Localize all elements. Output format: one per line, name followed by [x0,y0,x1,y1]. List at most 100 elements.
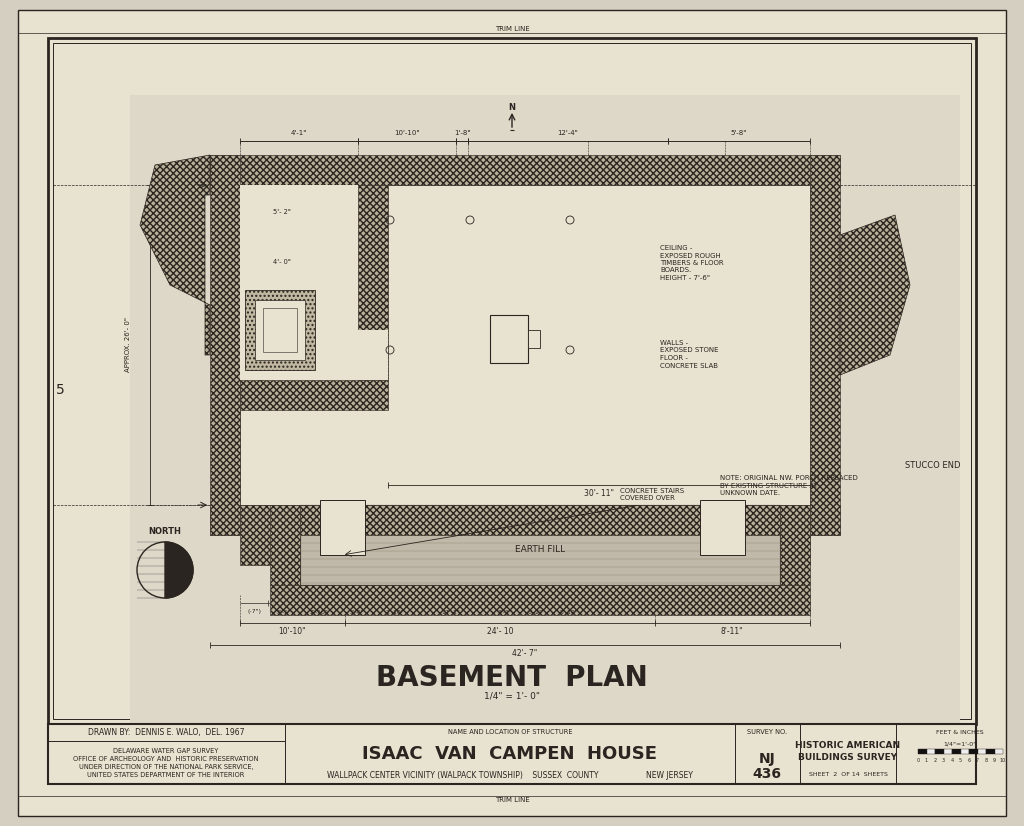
Text: 1'-8": 1'-8" [454,130,470,136]
Bar [994,749,1002,754]
Text: 5: 5 [958,758,963,763]
Text: N: N [509,103,515,112]
Text: BASEMENT  PLAN: BASEMENT PLAN [376,664,648,692]
Text: 30'- 11": 30'- 11" [584,488,614,497]
Text: 5'- 2": 5'- 2" [273,209,291,215]
Text: 5: 5 [55,383,65,397]
Text: SHEET  2  OF 14  SHEETS: SHEET 2 OF 14 SHEETS [809,771,888,776]
Text: (-7"): (-7") [247,610,261,615]
Text: EARTH FILL: EARTH FILL [515,545,565,554]
Text: BUILDINGS SURVEY: BUILDINGS SURVEY [799,752,898,762]
Text: CEILING -
EXPOSED ROUGH
TIMBERS & FLOOR
BOARDS.
HEIGHT - 7'-6": CEILING - EXPOSED ROUGH TIMBERS & FLOOR … [660,245,724,281]
Text: 10: 10 [999,758,1007,763]
Bar [263,308,297,352]
Text: OFFICE OF ARCHEOLOGY AND  HISTORIC PRESERVATION: OFFICE OF ARCHEOLOGY AND HISTORIC PRESER… [74,756,259,762]
Text: 8: 8 [984,758,987,763]
Bar [53,43,971,719]
Text: STUCCO END: STUCCO END [905,461,961,469]
Text: DELAWARE WATER GAP SURVEY: DELAWARE WATER GAP SURVEY [114,748,219,754]
Text: 5'-6": 5'-6" [349,610,365,615]
Bar [810,155,840,535]
Bar [210,155,240,535]
Text: 0: 0 [916,758,920,763]
Text: NAME AND LOCATION OF STRUCTURE: NAME AND LOCATION OF STRUCTURE [447,729,572,735]
Bar [270,505,300,585]
Text: 3: 3 [942,758,945,763]
Text: 8'- 7": 8'- 7" [273,329,291,335]
Bar [978,749,986,754]
Bar [358,330,388,380]
Text: 2: 2 [934,758,937,763]
Bar [130,95,961,735]
Text: 436: 436 [753,767,781,781]
Bar [943,749,952,754]
Bar [270,585,810,615]
Text: WALLPACK CENTER VICINITY (WALPACK TOWNSHIP)    SUSSEX  COUNTY                   : WALLPACK CENTER VICINITY (WALPACK TOWNSH… [327,771,693,780]
Text: TRIM LINE: TRIM LINE [495,26,529,32]
Bar [240,380,388,410]
Text: NOTE: ORIGINAL NW. PORCH REPLACED
BY EXISTING STRUCTURE AT
UNKNOWN DATE.: NOTE: ORIGINAL NW. PORCH REPLACED BY EXI… [720,475,858,496]
Bar [255,300,305,360]
Text: 3'-1": 3'-1" [498,610,512,615]
Text: 9: 9 [993,758,996,763]
Bar [986,749,994,754]
Bar [210,155,840,185]
Bar [48,38,976,724]
Text: 17'-1": 17'-1" [441,610,461,615]
Bar [319,500,365,555]
Text: UNITED STATES DEPARTMENT OF THE INTERIOR: UNITED STATES DEPARTMENT OF THE INTERIOR [87,772,245,778]
Text: HISTORIC AMERICAN: HISTORIC AMERICAN [796,742,900,751]
Text: TRIM LINE: TRIM LINE [495,797,529,803]
Text: 10'-10": 10'-10" [279,628,306,637]
Text: 2'-10": 2'-10" [309,610,329,615]
Text: 12'-4": 12'-4" [558,130,579,136]
Text: 6'-2": 6'-2" [527,610,543,615]
Text: UNDER DIRECTION OF THE NATIONAL PARK SERVICE,: UNDER DIRECTION OF THE NATIONAL PARK SER… [79,764,253,770]
Bar [358,185,388,380]
Text: 4: 4 [950,758,953,763]
Bar [961,749,969,754]
Text: ISAAC  VAN  CAMPEN  HOUSE: ISAAC VAN CAMPEN HOUSE [362,745,657,763]
Bar [240,505,300,565]
Text: 8'-11": 8'-11" [721,628,743,637]
Bar [927,749,935,754]
Text: 6: 6 [968,758,971,763]
Text: 1: 1 [925,758,928,763]
Bar [240,185,358,380]
Text: 24'- 10: 24'- 10 [486,628,513,637]
Text: CONCRETE STAIRS
COVERED OVER: CONCRETE STAIRS COVERED OVER [620,488,684,501]
Bar [969,749,978,754]
Text: 42'- 7": 42'- 7" [512,649,538,658]
Text: NJ: NJ [759,752,775,766]
Bar [780,505,810,565]
Text: 5'-1": 5'-1" [276,610,292,615]
Text: SURVEY NO.: SURVEY NO. [746,729,787,735]
Bar [952,749,961,754]
Bar [700,500,745,555]
Text: 7: 7 [976,758,979,763]
Bar [935,749,943,754]
Text: APPROX. 26'- 0": APPROX. 26'- 0" [125,317,131,373]
Bar [245,290,315,370]
Bar [780,505,810,585]
Text: 1/4" = 1'- 0": 1/4" = 1'- 0" [484,691,540,700]
Text: 10'-10": 10'-10" [394,130,420,136]
Bar [918,749,927,754]
Bar [528,330,540,348]
Text: FEET & INCHES: FEET & INCHES [936,729,984,734]
Text: WALLS -
EXPOSED STONE
FLOOR -
CONCRETE SLAB: WALLS - EXPOSED STONE FLOOR - CONCRETE S… [660,340,719,368]
Bar [490,315,528,363]
Bar [240,185,810,505]
Bar [300,505,780,585]
Polygon shape [165,542,193,598]
Text: 2'-10": 2'-10" [386,610,404,615]
Text: 5'-8": 5'-8" [731,130,748,136]
Text: 5'-10": 5'-10" [560,610,579,615]
Text: 1/4"=1'-0": 1/4"=1'-0" [943,742,977,747]
Polygon shape [840,215,910,375]
Polygon shape [140,155,210,355]
Text: DRAWN BY:  DENNIS E. WALO,  DEL. 1967: DRAWN BY: DENNIS E. WALO, DEL. 1967 [88,728,245,737]
Bar [48,724,976,784]
Bar [210,505,840,535]
Text: NORTH: NORTH [148,528,181,537]
